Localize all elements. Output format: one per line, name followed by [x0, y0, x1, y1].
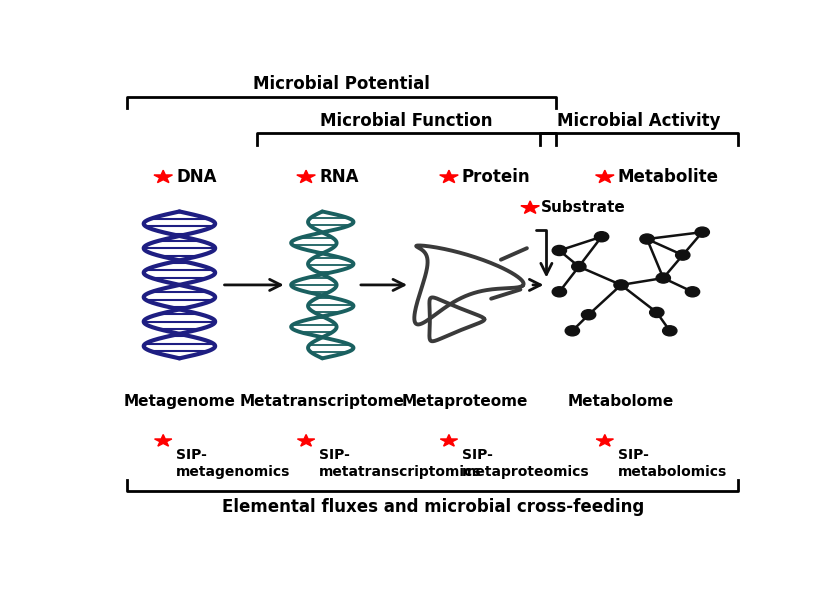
Circle shape: [614, 280, 628, 290]
Polygon shape: [596, 434, 613, 446]
Text: Metabolite: Metabolite: [618, 168, 719, 186]
Text: Microbial Activity: Microbial Activity: [557, 112, 721, 130]
Circle shape: [649, 308, 664, 318]
Text: SIP-
metabolomics: SIP- metabolomics: [618, 448, 727, 479]
Polygon shape: [154, 434, 172, 446]
Polygon shape: [440, 170, 458, 182]
Text: Metabolome: Metabolome: [568, 395, 675, 409]
Circle shape: [695, 227, 710, 237]
Circle shape: [594, 232, 608, 242]
Text: SIP-
metaproteomics: SIP- metaproteomics: [462, 448, 590, 479]
Text: Metatranscriptome: Metatranscriptome: [240, 395, 405, 409]
Text: Elemental fluxes and microbial cross-feeding: Elemental fluxes and microbial cross-fee…: [221, 498, 644, 516]
Polygon shape: [154, 170, 173, 182]
Text: SIP-
metatranscriptomics: SIP- metatranscriptomics: [319, 448, 482, 479]
Text: Microbial Potential: Microbial Potential: [253, 75, 430, 93]
Polygon shape: [521, 201, 540, 213]
Text: DNA: DNA: [176, 168, 217, 186]
Circle shape: [675, 250, 690, 260]
Text: Substrate: Substrate: [541, 200, 626, 215]
Circle shape: [582, 310, 596, 320]
Text: RNA: RNA: [319, 168, 359, 186]
Circle shape: [552, 287, 566, 297]
Circle shape: [656, 273, 670, 283]
Text: Metagenome: Metagenome: [123, 395, 235, 409]
Circle shape: [640, 234, 654, 244]
Circle shape: [685, 287, 700, 297]
Polygon shape: [596, 170, 614, 182]
Circle shape: [663, 326, 677, 336]
Text: Microbial Function: Microbial Function: [320, 112, 493, 130]
Text: Protein: Protein: [462, 168, 530, 186]
Polygon shape: [440, 434, 458, 446]
Text: SIP-
metagenomics: SIP- metagenomics: [176, 448, 291, 479]
Polygon shape: [297, 170, 315, 182]
Circle shape: [565, 326, 580, 336]
Circle shape: [552, 246, 566, 256]
Circle shape: [572, 262, 586, 272]
Polygon shape: [297, 434, 315, 446]
Text: Metaproteome: Metaproteome: [402, 395, 529, 409]
